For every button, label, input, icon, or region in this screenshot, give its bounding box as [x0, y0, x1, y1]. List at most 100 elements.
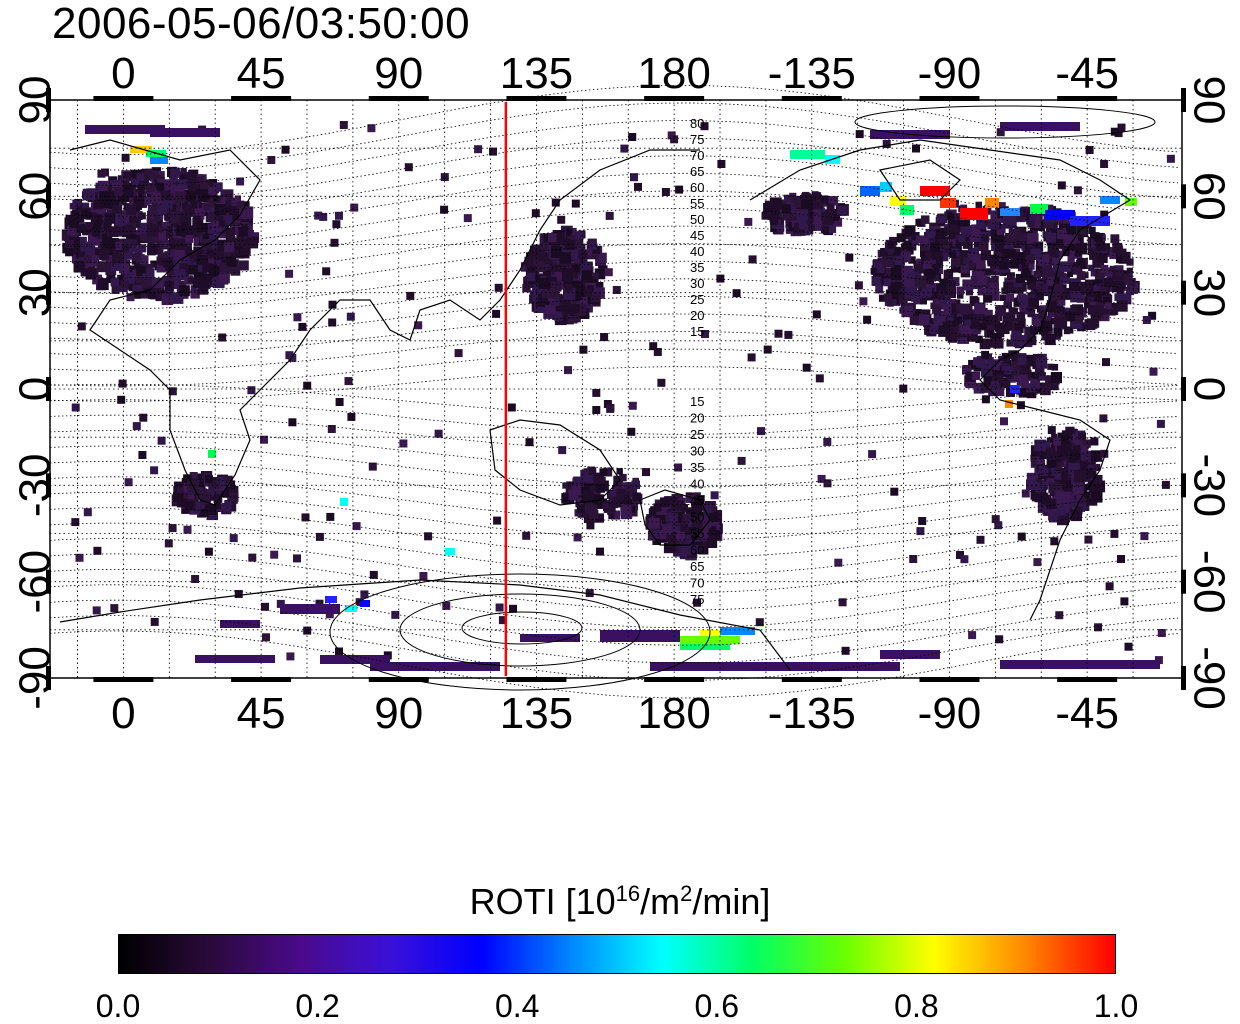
roti-cell [909, 315, 919, 325]
roti-cell [583, 512, 595, 524]
roti-cell [701, 330, 709, 338]
roti-cell [971, 260, 980, 269]
roti-cell [102, 262, 111, 271]
roti-cell [989, 282, 999, 293]
roti-cell [1003, 380, 1011, 388]
roti-cell [218, 219, 226, 227]
roti-cell [87, 241, 95, 250]
roti-cell [1065, 311, 1076, 322]
roti-cell [1025, 254, 1035, 264]
roti-cell [164, 539, 173, 548]
lon-tick-top: -45 [1055, 49, 1119, 98]
roti-cell [495, 603, 504, 612]
roti-cell [190, 289, 200, 299]
frame-tick [1181, 666, 1186, 690]
roti-cell [1055, 317, 1068, 329]
roti-cell [1006, 339, 1014, 347]
roti-cell [262, 633, 270, 642]
roti-cell [915, 235, 924, 244]
roti-cell [1095, 299, 1105, 309]
roti-cell [820, 195, 829, 204]
roti-cell [674, 463, 683, 472]
roti-cell [1062, 485, 1073, 496]
roti-cell [141, 277, 152, 288]
frame-tick [1181, 377, 1186, 401]
roti-cell [1081, 445, 1089, 452]
roti-cell [590, 292, 601, 303]
roti-cell [1088, 226, 1096, 235]
roti-cell [125, 189, 134, 198]
roti-cell [1000, 660, 1160, 669]
roti-cell [887, 242, 895, 249]
roti-cell [543, 309, 553, 319]
roti-cell [594, 287, 602, 295]
roti-cell [1066, 428, 1077, 439]
lon-tick-top: 90 [374, 49, 423, 98]
contour-line [49, 584, 1179, 646]
roti-cell [1033, 270, 1042, 279]
roti-cell [242, 214, 253, 226]
roti-cell [220, 620, 260, 628]
roti-cell [1041, 328, 1049, 336]
roti-cell [1094, 623, 1103, 632]
roti-cell [911, 232, 920, 240]
roti-cell [168, 212, 180, 224]
roti-cell [96, 225, 106, 235]
roti-cell [1045, 375, 1056, 385]
frame-ticks [46, 88, 1186, 690]
roti-cell [154, 215, 161, 222]
roti-cell [675, 185, 684, 194]
roti-cell [1076, 259, 1086, 270]
lat-tick-right: 30 [1184, 268, 1233, 317]
roti-cell [1064, 468, 1072, 477]
roti-cell [1090, 268, 1099, 277]
roti-cell [837, 205, 847, 215]
roti-cell [212, 220, 223, 232]
roti-cell [626, 498, 639, 511]
roti-cell [200, 254, 209, 263]
roti-cell [983, 293, 993, 303]
roti-cell [1024, 259, 1035, 270]
lat-tick-left: -90 [11, 646, 60, 710]
roti-cell [566, 481, 574, 489]
roti-cell [117, 395, 126, 404]
roti-cell [524, 256, 535, 267]
roti-cell [951, 258, 961, 268]
roti-cell [1027, 233, 1039, 245]
roti-cell [994, 521, 1003, 530]
colorbar-tick-label: 0.6 [694, 988, 740, 1024]
roti-cell [599, 468, 608, 477]
roti-cell [208, 268, 216, 276]
contour-line [49, 84, 1179, 155]
roti-cell [549, 288, 560, 299]
roti-cell [981, 350, 990, 359]
roti-cell [520, 262, 531, 272]
roti-cell [863, 315, 872, 324]
colorbar-tick-label: 0.0 [95, 988, 141, 1024]
roti-cell [901, 305, 913, 318]
roti-cell [1054, 312, 1064, 321]
roti-cell [350, 203, 359, 212]
roti-cell [133, 253, 142, 262]
roti-cell [148, 291, 156, 299]
roti-cell [165, 289, 174, 298]
roti-cell [1012, 350, 1020, 358]
roti-cell [1052, 257, 1060, 266]
roti-cell [944, 305, 952, 314]
roti-cell [648, 532, 657, 541]
roti-cell [158, 232, 167, 241]
roti-cell [1048, 289, 1060, 301]
roti-cell [959, 258, 966, 266]
roti-cell [1085, 285, 1097, 297]
roti-cell [239, 248, 250, 259]
roti-cell [267, 156, 276, 164]
roti-cell [695, 511, 705, 521]
roti-cell [956, 551, 964, 559]
roti-cell [167, 270, 177, 280]
roti-cell [544, 255, 553, 264]
roti-cell [399, 439, 408, 448]
contour-label: 35 [690, 460, 704, 475]
contour-label: 55 [690, 196, 704, 211]
roti-cell [554, 272, 563, 280]
roti-cell [1070, 216, 1110, 226]
